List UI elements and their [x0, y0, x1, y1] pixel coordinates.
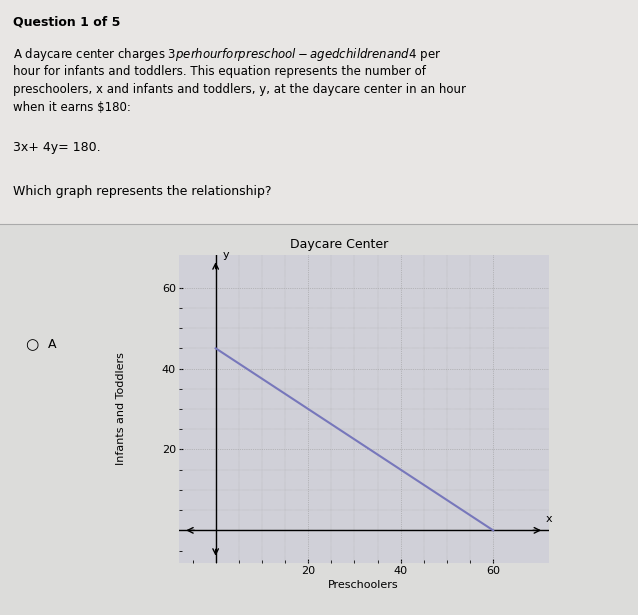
X-axis label: Preschoolers: Preschoolers [329, 580, 399, 590]
Text: Which graph represents the relationship?: Which graph represents the relationship? [13, 184, 271, 197]
Text: A: A [48, 338, 56, 351]
Text: y: y [223, 250, 229, 260]
Text: ○: ○ [26, 337, 39, 352]
Text: preschoolers, x and infants and toddlers, y, at the daycare center in an hour: preschoolers, x and infants and toddlers… [13, 83, 466, 96]
Text: 3x+ 4y= 180.: 3x+ 4y= 180. [13, 141, 100, 154]
Text: x: x [545, 514, 552, 524]
Text: hour for infants and toddlers. This equation represents the number of: hour for infants and toddlers. This equa… [13, 65, 426, 77]
Text: A daycare center charges $3 per hour for preschool-aged children and $4 per: A daycare center charges $3 per hour for… [13, 46, 441, 63]
Text: Infants and Toddlers: Infants and Toddlers [116, 352, 126, 466]
Text: Question 1 of 5: Question 1 of 5 [13, 15, 120, 28]
Text: Daycare Center: Daycare Center [290, 238, 388, 252]
Text: when it earns $180:: when it earns $180: [13, 101, 131, 114]
